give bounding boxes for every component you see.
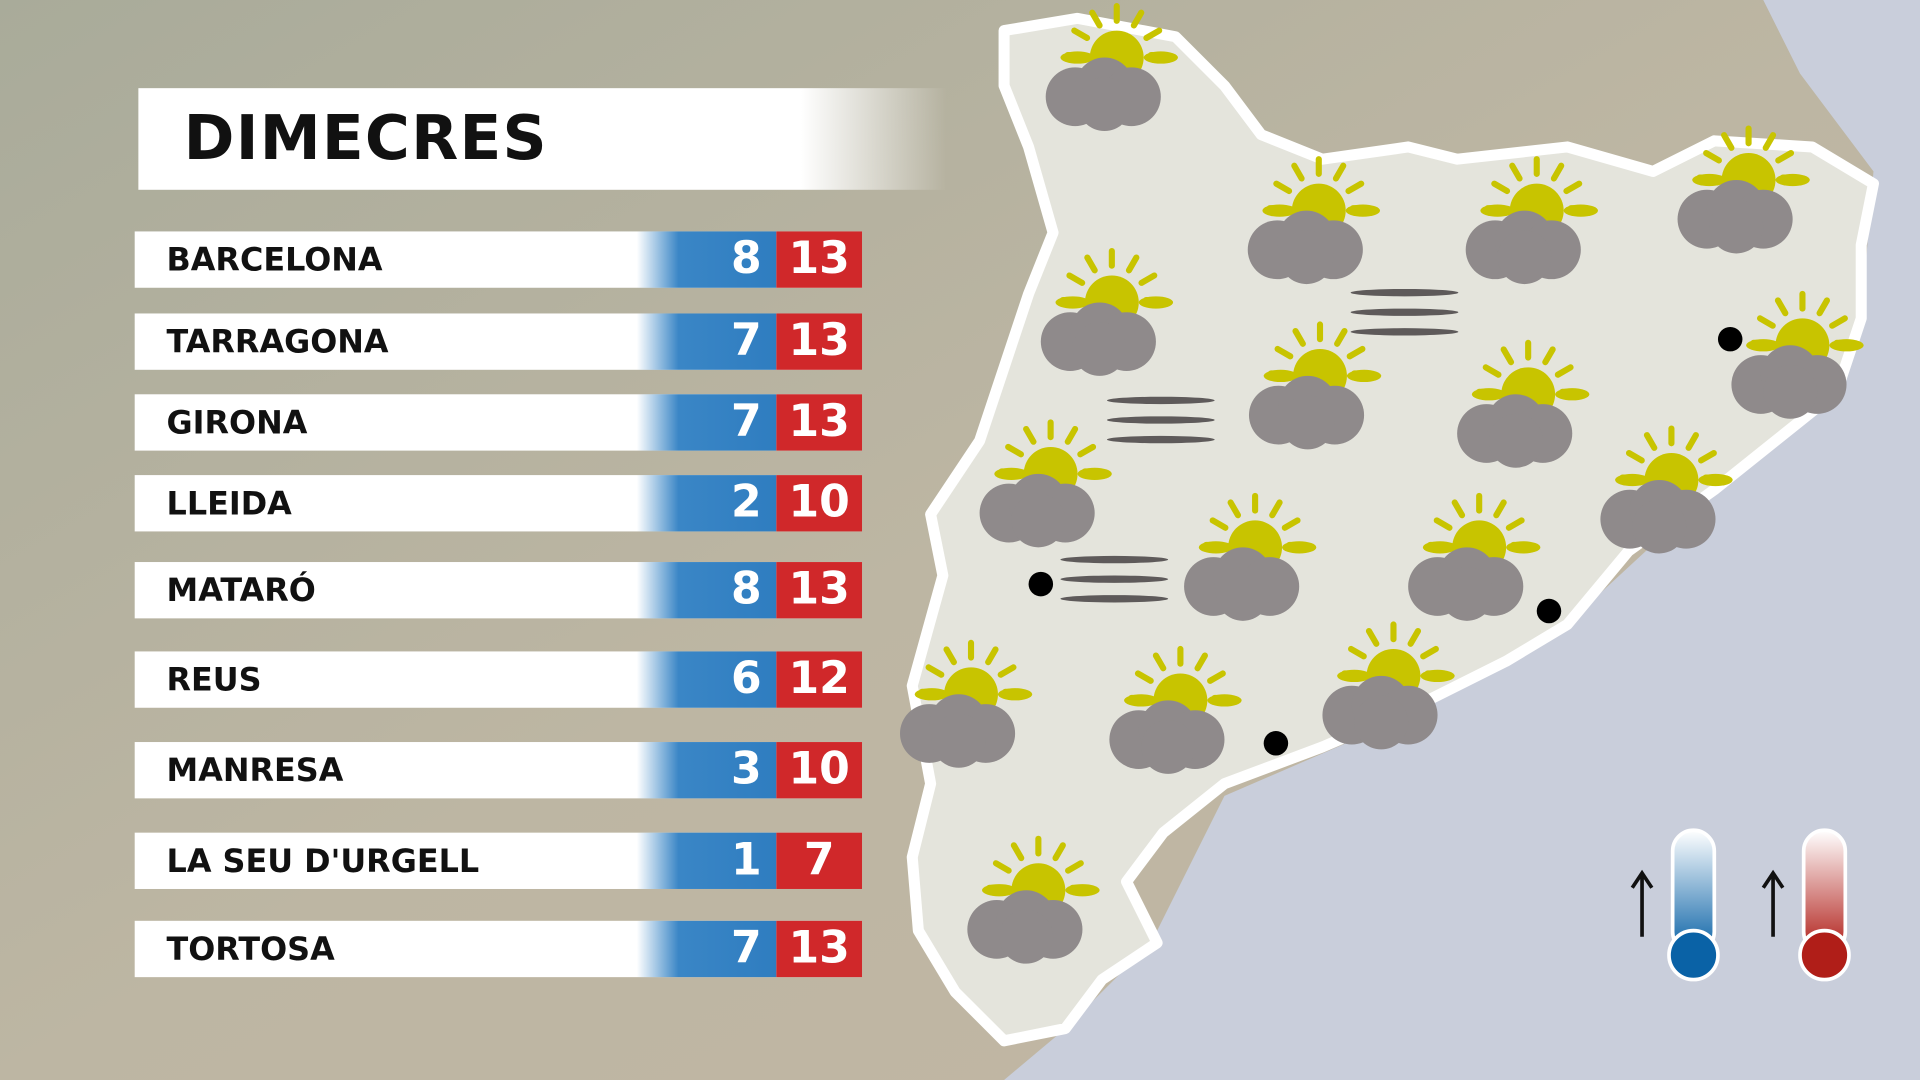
sun-cloud-icon [1408,492,1541,621]
max-temp: 10 [776,475,863,532]
city-name: LA SEU D'URGELL [166,843,480,881]
min-temp: 2 [636,475,777,532]
sun-cloud-icon [900,639,1033,768]
day-title: DIMECRES [183,102,548,174]
city-row: TORTOSA 7 13 [134,920,863,978]
city-dot [1536,598,1562,624]
sun-cloud-icon [1247,156,1381,285]
sun-cloud-icon [1045,3,1178,132]
max-temp: 13 [776,313,863,370]
min-temp: 7 [636,920,777,978]
sun-cloud-icon [979,419,1112,548]
sun-cloud-icon [1731,290,1864,419]
city-row: REUS 6 12 [134,651,863,708]
max-temp: 7 [776,832,863,889]
sun-cloud-icon [1109,645,1242,774]
sun-cloud-icon [1677,125,1810,254]
min-temp: 7 [636,313,777,370]
max-temp: 12 [776,651,863,708]
city-row: GIRONA 7 13 [134,394,863,451]
max-temp: 13 [776,231,863,288]
sea [1004,0,1920,1080]
city-name: TORTOSA [166,931,335,969]
city-name: GIRONA [166,405,308,443]
max-temp: 13 [776,920,863,978]
city-row: LLEIDA 2 10 [134,475,863,532]
sun-cloud-icon [1322,621,1455,750]
sun-cloud-icon [1457,339,1590,468]
thermometer-cold-icon [1630,828,1720,982]
city-row: MANRESA 3 10 [134,742,863,799]
max-temp: 13 [776,562,863,619]
city-row: TARRAGONA 7 13 [134,313,863,370]
max-temp: 10 [776,742,863,799]
legend [1630,828,1851,982]
min-temp: 6 [636,651,777,708]
sun-cloud-icon [1040,247,1174,376]
max-temp: 13 [776,394,863,451]
city-name: TARRAGONA [166,324,389,362]
city-row: BARCELONA 8 13 [134,231,863,288]
fog-icon [1060,555,1169,603]
min-temp: 7 [636,394,777,451]
sun-cloud-icon [1465,156,1598,285]
city-dot [1717,326,1743,352]
sun-cloud-icon [1248,321,1382,450]
city-dot [1028,571,1054,597]
day-header: DIMECRES [138,88,947,190]
min-temp: 1 [636,832,777,889]
city-row: LA SEU D'URGELL 1 7 [134,832,863,889]
city-name: MATARÓ [166,573,316,610]
city-name: MANRESA [166,753,344,790]
city-dot [1263,731,1289,756]
city-name: REUS [166,662,262,700]
city-name: BARCELONA [166,242,383,280]
city-row: MATARÓ 8 13 [134,562,863,619]
min-temp: 8 [636,231,777,288]
thermometer-hot-icon [1761,828,1851,982]
fog-icon [1106,396,1215,444]
sun-cloud-icon [967,835,1100,964]
sun-cloud-icon [1184,492,1317,621]
fog-icon [1350,288,1459,336]
min-temp: 8 [636,562,777,619]
min-temp: 3 [636,742,777,799]
sun-cloud-icon [1600,425,1733,554]
city-name: LLEIDA [166,486,292,523]
